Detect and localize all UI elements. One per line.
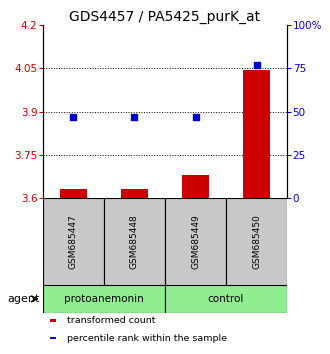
Bar [50,337,56,339]
Text: transformed count: transformed count [67,316,156,325]
Bar [182,175,209,198]
Bar [165,285,287,313]
Point [254,62,259,68]
Text: GSM685447: GSM685447 [69,214,78,269]
Text: GSM685449: GSM685449 [191,214,200,269]
Text: agent: agent [8,294,40,304]
Bar [226,198,287,285]
Title: GDS4457 / PA5425_purK_at: GDS4457 / PA5425_purK_at [69,10,261,24]
Text: control: control [208,294,244,304]
Point [193,114,198,120]
Bar [121,189,148,198]
Text: protoanemonin: protoanemonin [64,294,144,304]
Bar [43,285,165,313]
Text: percentile rank within the sample: percentile rank within the sample [67,333,227,343]
Point [71,114,76,120]
Bar [50,319,56,322]
Bar [104,198,165,285]
Bar [243,70,270,198]
Text: GSM685448: GSM685448 [130,214,139,269]
Bar [60,189,87,198]
Text: GSM685450: GSM685450 [252,214,261,269]
Bar [43,198,104,285]
Bar [165,198,226,285]
Point [132,114,137,120]
